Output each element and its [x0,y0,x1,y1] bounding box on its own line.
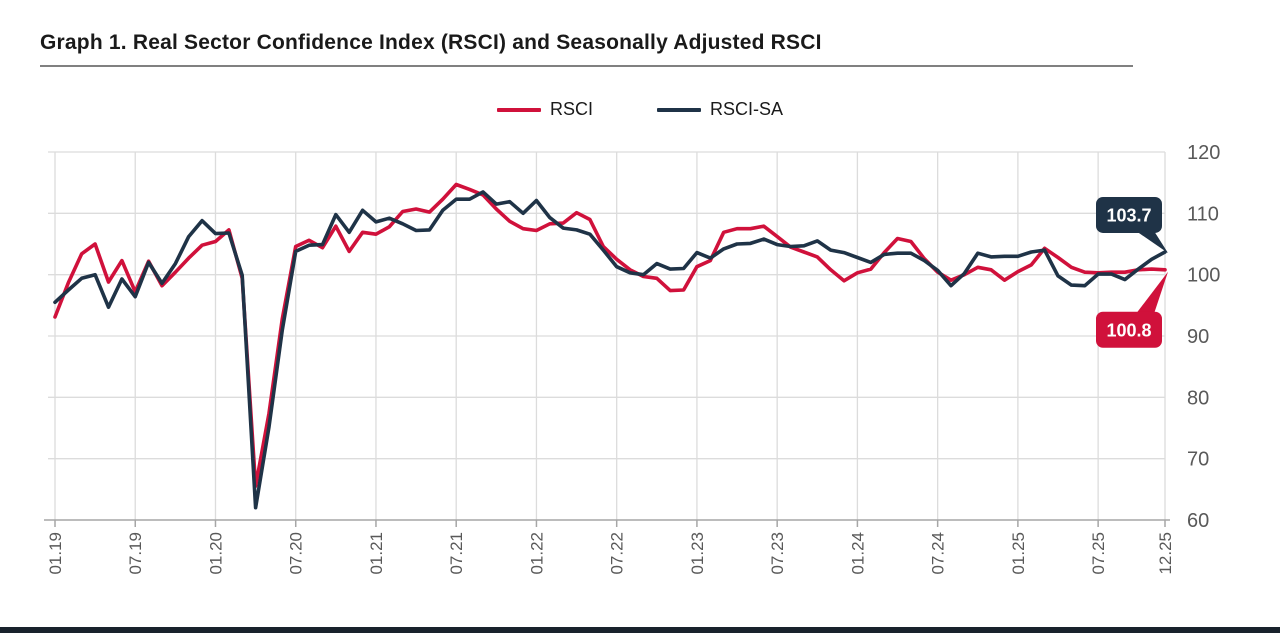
x-axis-label: 01.22 [527,532,546,575]
x-axis-label: 12.25 [1156,532,1175,575]
y-axis-label: 70 [1187,449,1209,471]
x-axis-label: 01.21 [367,532,386,575]
x-axis-label: 07.20 [287,532,306,575]
rsci-line-swatch [496,107,541,112]
x-axis-label: 07.24 [929,532,948,575]
x-axis-label: 07.23 [768,532,787,575]
y-axis-label: 80 [1187,387,1209,409]
callout-pointer [1136,271,1168,314]
callout-pointer [1136,230,1168,253]
x-axis-label: 01.25 [1009,532,1028,575]
callout-rsci: 100.8 [1096,271,1168,348]
x-axis-label: 01.24 [848,532,867,575]
x-axis-label: 07.19 [126,532,145,575]
y-axis-label: 110 [1187,203,1219,225]
callout-value: 103.7 [1106,205,1151,225]
legend-item-rsci: RSCI [496,99,593,120]
legend-item-rsci-sa: RSCI-SA [657,99,783,120]
callout-box [1096,311,1162,348]
callout-box [1096,196,1162,233]
callout-rsci-sa: 103.7 [1096,196,1168,253]
y-axis-label: 100 [1187,265,1220,287]
chart-legend: RSCI RSCI-SA [0,99,1280,120]
x-axis-label: 07.25 [1089,532,1108,575]
rsci-sa-line-swatch [657,107,701,112]
legend-label-rsci: RSCI [549,99,593,119]
x-axis-label: 01.20 [206,532,225,575]
y-axis-label: 90 [1187,326,1209,348]
y-axis-label: 120 [1187,142,1220,164]
series-line-rsci-sa [53,190,1167,510]
y-axis-label: 60 [1187,510,1209,532]
title-rule [40,65,1133,67]
legend-label-rsci-sa: RSCI-SA [710,99,784,119]
footer-bar [0,627,1280,633]
x-axis-label: 01.23 [688,532,707,575]
x-axis-label: 07.21 [447,532,466,575]
callout-value: 100.8 [1106,320,1151,340]
chart-title: Graph 1. Real Sector Confidence Index (R… [40,31,822,54]
x-axis-label: 07.22 [608,532,627,575]
x-axis-label: 01.19 [46,532,65,575]
